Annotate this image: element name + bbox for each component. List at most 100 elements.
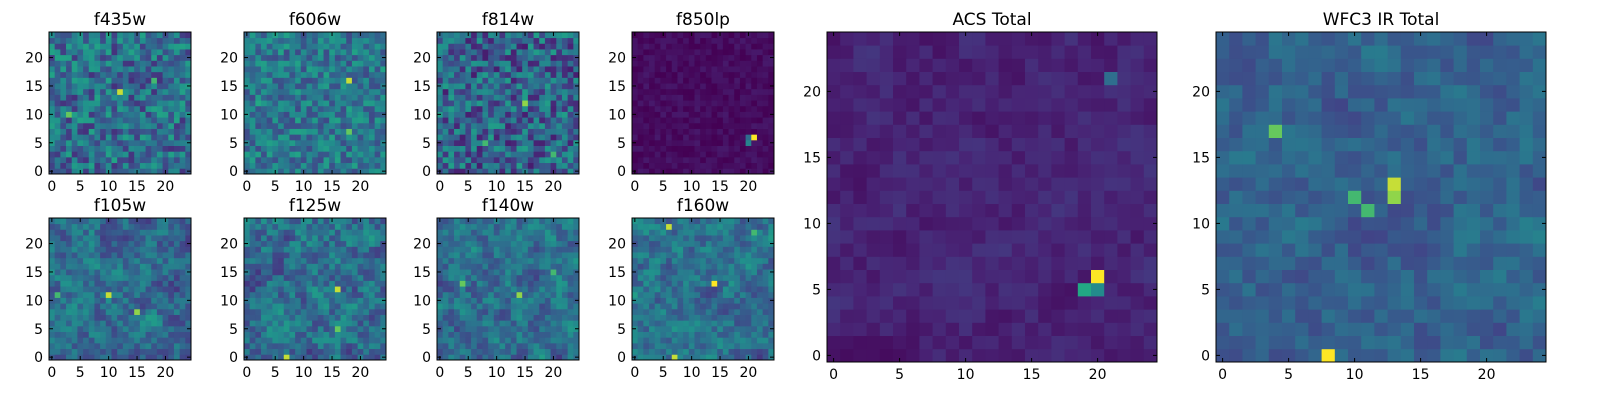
heatmap-cell [272,303,279,310]
heatmap-cell [266,257,273,264]
heatmap-cell [323,331,330,338]
heatmap-cell [60,342,67,350]
heatmap-cell [632,286,639,293]
heatmap-cell [561,303,569,310]
heatmap-cell [185,263,192,270]
heatmap-cell [711,134,718,141]
heatmap-cell [544,263,551,270]
heatmap-cell [561,134,569,141]
heatmap-cell [374,348,381,355]
heatmap-cell [255,32,262,39]
heatmap-cell [179,43,186,50]
heatmap-cell [139,325,146,332]
heatmap-cell [516,37,523,44]
heatmap-cell [527,139,534,146]
heatmap-cell [550,88,557,95]
heatmap-cell [329,269,336,276]
heatmap-cell [272,49,279,56]
heatmap-cell [368,354,376,361]
heatmap-cell [632,71,639,78]
heatmap-cell [71,303,78,310]
heatmap-cell [117,37,124,44]
heatmap-cell [454,43,461,50]
heatmap-cell [550,252,557,259]
heatmap-cell [700,291,707,298]
heatmap-cell [632,331,639,338]
heatmap-cell [261,308,268,315]
heatmap-cell [476,235,483,242]
heatmap-cell [100,66,107,73]
heatmap-cell [561,291,569,298]
heatmap-cell [117,348,124,355]
heatmap-cell [505,151,512,158]
heatmap-cell [561,77,569,84]
heatmap-cell [60,105,67,112]
heatmap-cell [66,88,73,95]
heatmap-cell [666,60,673,67]
heatmap-cell [329,263,336,270]
heatmap-cell [71,168,78,175]
heatmap-cell [77,60,84,67]
heatmap-cell [561,354,569,361]
heatmap-cell [266,314,273,321]
heatmap-cell [734,122,741,129]
heatmap-cell [185,162,192,169]
heatmap-cell [71,134,78,141]
heatmap-cell [550,54,557,61]
heatmap-cell [266,83,273,90]
heatmap-cell [122,60,129,67]
heatmap-cell [145,117,152,124]
heatmap-cell [77,263,84,270]
heatmap-cell [567,145,574,152]
heatmap-cell [244,280,251,287]
heatmap-cell [573,88,580,95]
heatmap-cell [151,37,158,44]
heatmap-cell [437,342,444,350]
heatmap-cell [437,151,444,158]
heatmap-cell [255,66,262,73]
heatmap-cell [527,274,534,281]
heatmap-cell [117,162,124,169]
heatmap-cell [677,77,684,84]
heatmap-cell [162,325,169,332]
y-tick-label: 0 [34,350,43,366]
heatmap-cell [527,94,534,101]
heatmap-cell [510,331,517,338]
heatmap-cell [527,156,534,164]
heatmap-cell [510,291,517,298]
heatmap-cell [516,128,523,135]
heatmap-cell [346,263,353,270]
heatmap-cell [60,168,67,175]
heatmap-cell [739,94,746,101]
heatmap-cell [374,342,381,350]
heatmap-cell [751,43,758,50]
heatmap-cell [533,151,540,158]
heatmap-cell [533,94,540,101]
heatmap-cell [476,223,483,230]
heatmap-cell [493,229,500,236]
heatmap-cell [105,71,112,78]
heatmap-cell [527,77,534,84]
heatmap-cell [117,314,124,321]
heatmap-cell [100,43,107,50]
heatmap-cell [83,348,90,355]
heatmap-cell [329,314,336,321]
heatmap-cell [745,111,752,118]
heatmap-cell [476,122,483,129]
heatmap-cell [722,269,729,276]
heatmap-cell [671,286,678,293]
heatmap-cell [666,269,673,276]
heatmap-cell [278,314,285,321]
heatmap-cell [77,117,84,124]
heatmap-cell [380,37,387,44]
heatmap-cell [643,314,650,321]
heatmap-cell [340,49,347,56]
heatmap-cell [173,280,181,287]
heatmap-cell [88,218,95,225]
heatmap-cell [476,286,483,293]
heatmap-cell [60,354,67,361]
heatmap-cell [700,117,707,124]
heatmap-cell [306,229,313,236]
heatmap-cell [156,235,163,242]
heatmap-cell [556,66,563,73]
